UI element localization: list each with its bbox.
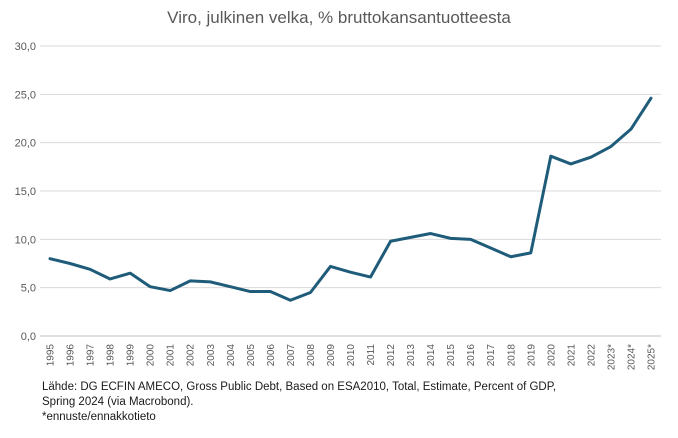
source-line-2: Spring 2024 (via Macrobond). — [42, 396, 194, 408]
y-axis-tick-labels: 0,0 5,0 10,0 15,0 20,0 25,0 30,0 — [15, 41, 36, 343]
x-tick-label: 2013 — [406, 344, 417, 367]
x-tick-label: 1996 — [66, 344, 77, 367]
y-tick-label: 5,0 — [21, 283, 36, 295]
x-tick-label: 2024* — [626, 344, 637, 370]
x-tick-label: 2008 — [306, 344, 317, 367]
source-line-1: Lähde: DG ECFIN AMECO, Gross Public Debt… — [42, 381, 557, 393]
x-tick-label: 2012 — [386, 344, 397, 367]
x-tick-label: 2021 — [566, 344, 577, 367]
x-tick-label: 2025* — [646, 344, 657, 370]
x-tick-label: 2020 — [546, 344, 557, 367]
x-tick-label: 2016 — [466, 344, 477, 367]
x-tick-label: 2017 — [486, 344, 497, 367]
x-tick-label: 2001 — [166, 344, 177, 367]
x-tick-label: 1998 — [106, 344, 117, 367]
x-tick-label: 2006 — [266, 344, 277, 367]
x-tick-label: 2022 — [586, 344, 597, 367]
x-tick-label: 2010 — [346, 344, 357, 367]
x-tick-label: 2011 — [366, 344, 377, 366]
x-tick-label: 2004 — [226, 344, 237, 367]
y-tick-label: 30,0 — [15, 41, 36, 53]
x-tick-label: 1995 — [46, 344, 57, 367]
x-tick-label: 2002 — [186, 344, 197, 367]
source-line-3: *ennuste/ennakkotieto — [42, 411, 156, 423]
x-tick-label: 2014 — [426, 344, 437, 367]
y-tick-label: 0,0 — [21, 331, 36, 343]
x-tick-label: 1999 — [126, 344, 137, 367]
x-tick-label: 2019 — [526, 344, 537, 367]
series-line — [48, 96, 653, 302]
y-tick-label: 10,0 — [15, 234, 36, 246]
chart-title: Viro, julkinen velka, % bruttokansantuot… — [167, 8, 511, 27]
x-tick-label: 1997 — [86, 344, 97, 367]
source-note: Lähde: DG ECFIN AMECO, Gross Public Debt… — [42, 380, 642, 425]
gridlines — [40, 45, 661, 337]
x-tick-label: 2000 — [146, 344, 157, 367]
x-tick-label: 2007 — [286, 344, 297, 367]
y-tick-label: 20,0 — [15, 138, 36, 150]
y-tick-label: 25,0 — [15, 89, 36, 101]
y-tick-label: 15,0 — [15, 186, 36, 198]
x-tick-label: 2015 — [446, 344, 457, 367]
x-tick-label: 2018 — [506, 344, 517, 367]
x-tick-label: 2023* — [606, 344, 617, 370]
x-tick-label: 2009 — [326, 344, 337, 367]
x-axis-tick-labels: 1995 1996 1997 1998 1999 2000 2001 2002 2003 2004… — [46, 344, 658, 371]
series-layer — [48, 96, 653, 302]
x-tick-label: 2003 — [206, 344, 217, 367]
x-tick-label: 2005 — [246, 344, 257, 367]
